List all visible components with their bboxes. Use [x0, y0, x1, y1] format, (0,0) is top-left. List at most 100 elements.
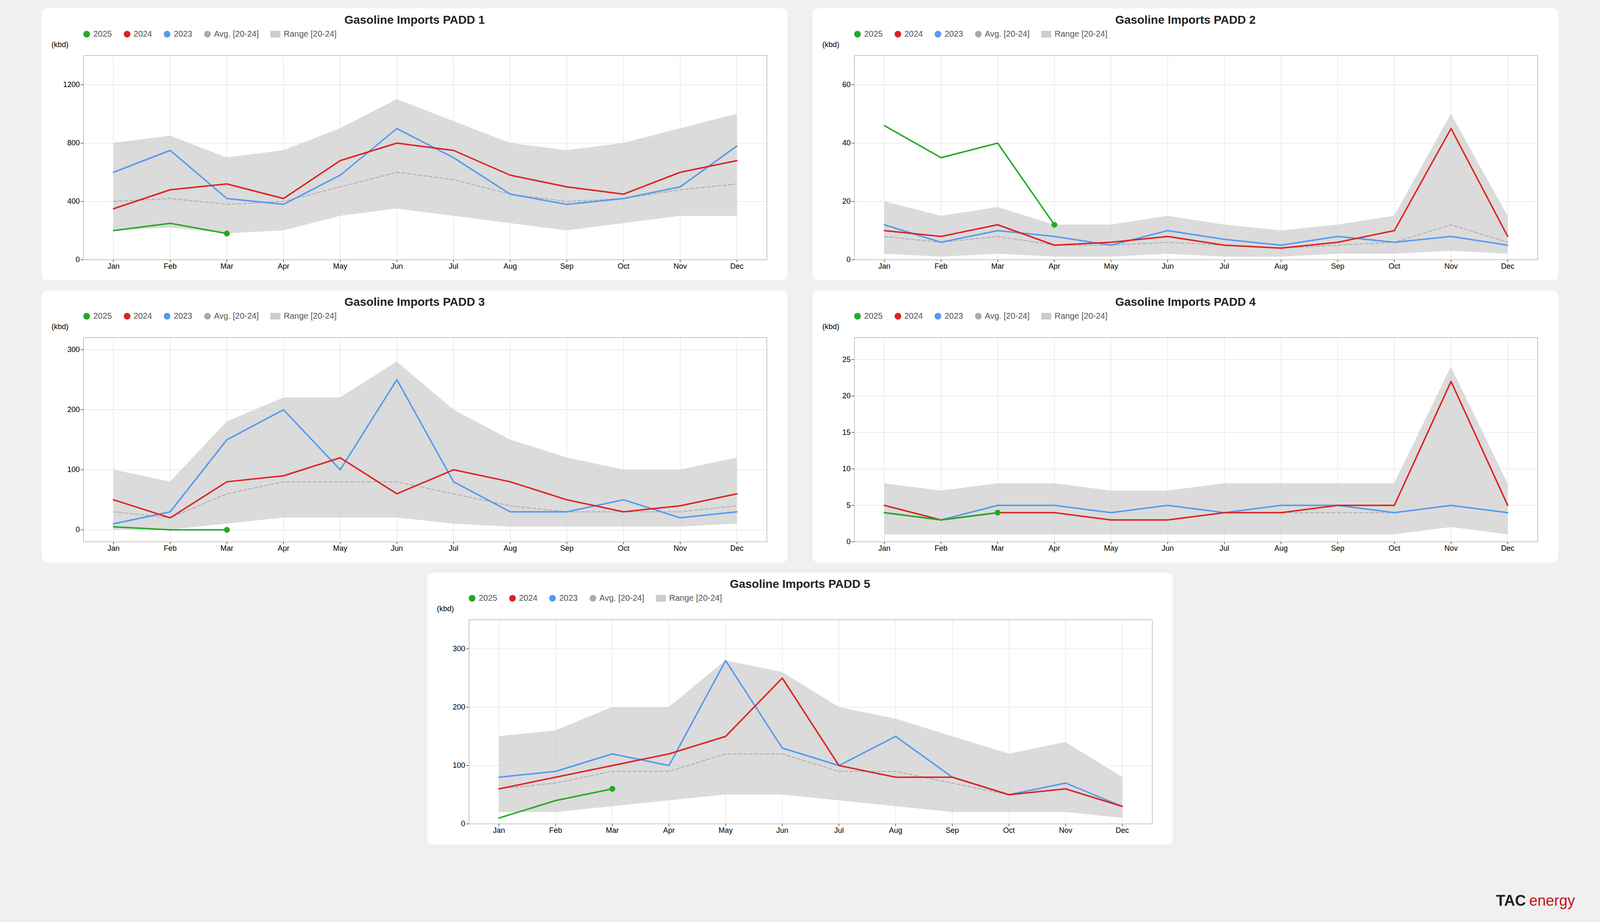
svg-text:Dec: Dec — [730, 544, 744, 553]
svg-text:Mar: Mar — [605, 826, 619, 835]
svg-text:Mar: Mar — [220, 262, 234, 271]
html-text:2025: 2025 — [864, 29, 883, 39]
svg-text:40: 40 — [842, 138, 851, 148]
svg-text:Sep: Sep — [560, 262, 574, 271]
svg-text:Feb: Feb — [163, 544, 177, 553]
svg-text:Dec: Dec — [730, 262, 744, 271]
html-text:Avg. [20-24]: Avg. [20-24] — [213, 29, 259, 39]
svg-text:Jul: Jul — [834, 826, 844, 835]
svg-text:Oct: Oct — [617, 544, 630, 553]
svg-text:Sep: Sep — [945, 826, 959, 835]
svg-text:(kbd): (kbd) — [822, 322, 840, 331]
svg-text:Dec: Dec — [1115, 826, 1129, 835]
svg-text:Feb: Feb — [549, 826, 563, 835]
svg-text:0: 0 — [846, 537, 851, 546]
svg-text:300: 300 — [452, 644, 465, 653]
html-text:Range [20-24]: Range [20-24] — [283, 29, 337, 39]
svg-text:Oct: Oct — [1388, 262, 1400, 271]
svg-text:0: 0 — [75, 255, 80, 264]
svg-text:25: 25 — [842, 355, 851, 364]
svg-text:May: May — [332, 544, 348, 553]
svg-text:Oct: Oct — [1002, 826, 1015, 835]
svg-text:Jan: Jan — [107, 262, 120, 271]
html-text:2024: 2024 — [133, 29, 153, 39]
svg-text:15: 15 — [842, 428, 851, 437]
svg-text:Jan: Jan — [878, 262, 891, 271]
html-text:2025: 2025 — [93, 29, 112, 39]
svg-text:200: 200 — [452, 702, 465, 712]
svg-text:Apr: Apr — [277, 544, 290, 553]
svg-text:(kbd): (kbd) — [51, 40, 69, 49]
svg-text:Apr: Apr — [662, 826, 675, 835]
svg-text:May: May — [1103, 262, 1118, 271]
svg-text:Jun: Jun — [390, 544, 403, 553]
svg-text:0: 0 — [460, 819, 465, 828]
svg-text:Nov: Nov — [673, 544, 687, 553]
svg-text:Aug: Aug — [1274, 544, 1288, 553]
svg-text:Jul: Jul — [1219, 544, 1230, 553]
svg-text:Jun: Jun — [390, 262, 403, 271]
svg-text:400: 400 — [67, 197, 80, 206]
svg-text:100: 100 — [452, 761, 465, 770]
html-text:2024: 2024 — [904, 29, 923, 39]
svg-text:Sep: Sep — [1330, 544, 1345, 553]
svg-text:Nov: Nov — [673, 262, 687, 271]
svg-text:0: 0 — [75, 525, 80, 534]
svg-text:May: May — [718, 826, 733, 835]
svg-text:Dec: Dec — [1500, 544, 1515, 553]
svg-text:Jun: Jun — [1161, 544, 1174, 553]
svg-text:1200: 1200 — [62, 80, 80, 89]
svg-text:Jul: Jul — [1219, 262, 1230, 271]
svg-text:200: 200 — [67, 405, 80, 414]
svg-text:Oct: Oct — [617, 262, 630, 271]
svg-text:0: 0 — [846, 255, 851, 264]
svg-text:May: May — [1103, 544, 1118, 553]
svg-text:Jan: Jan — [107, 544, 120, 553]
html-text:Gasoline Imports PADD 3: Gasoline Imports PADD 3 — [344, 295, 485, 309]
svg-text:Sep: Sep — [1330, 262, 1345, 271]
svg-text:60: 60 — [842, 80, 851, 89]
svg-text:Aug: Aug — [503, 544, 517, 553]
svg-text:Aug: Aug — [503, 262, 517, 271]
svg-text:Mar: Mar — [991, 262, 1005, 271]
html-text:TAC energy: TAC energy — [1496, 892, 1575, 910]
svg-text:Nov: Nov — [1444, 544, 1458, 553]
svg-text:Jun: Jun — [1161, 262, 1174, 271]
svg-text:Apr: Apr — [277, 262, 290, 271]
svg-text:20: 20 — [842, 391, 851, 400]
svg-text:Apr: Apr — [1048, 262, 1060, 271]
svg-text:Aug: Aug — [888, 826, 903, 835]
svg-text:Mar: Mar — [991, 544, 1005, 553]
svg-text:Mar: Mar — [220, 544, 234, 553]
html-text:Gasoline Imports PADD 1: Gasoline Imports PADD 1 — [344, 13, 485, 27]
svg-text:Feb: Feb — [934, 262, 948, 271]
svg-text:800: 800 — [67, 138, 80, 148]
svg-text:Feb: Feb — [934, 544, 948, 553]
svg-text:Feb: Feb — [163, 262, 177, 271]
svg-text:Jul: Jul — [448, 262, 459, 271]
svg-text:Dec: Dec — [1500, 262, 1515, 271]
svg-text:Sep: Sep — [560, 544, 574, 553]
svg-text:Apr: Apr — [1048, 544, 1060, 553]
svg-text:300: 300 — [67, 345, 80, 354]
svg-text:(kbd): (kbd) — [437, 604, 455, 613]
html-text:2023: 2023 — [173, 29, 193, 39]
svg-text:May: May — [332, 262, 348, 271]
svg-text:(kbd): (kbd) — [822, 40, 840, 49]
svg-text:Nov: Nov — [1058, 826, 1073, 835]
svg-text:Jul: Jul — [448, 544, 459, 553]
svg-text:Nov: Nov — [1444, 262, 1458, 271]
svg-text:Oct: Oct — [1388, 544, 1400, 553]
html-text:Gasoline Imports PADD 4: Gasoline Imports PADD 4 — [1115, 295, 1256, 309]
svg-text:Jan: Jan — [878, 544, 891, 553]
svg-text:100: 100 — [67, 465, 80, 474]
svg-text:Aug: Aug — [1274, 262, 1288, 271]
svg-text:Jun: Jun — [776, 826, 789, 835]
html-text:Gasoline Imports PADD 2: Gasoline Imports PADD 2 — [1115, 13, 1256, 27]
svg-text:5: 5 — [846, 501, 851, 510]
svg-text:10: 10 — [842, 464, 851, 473]
svg-text:20: 20 — [842, 197, 851, 206]
html-text:Gasoline Imports PADD 5: Gasoline Imports PADD 5 — [729, 577, 871, 591]
svg-text:Jan: Jan — [492, 826, 505, 835]
svg-text:(kbd): (kbd) — [51, 322, 69, 331]
